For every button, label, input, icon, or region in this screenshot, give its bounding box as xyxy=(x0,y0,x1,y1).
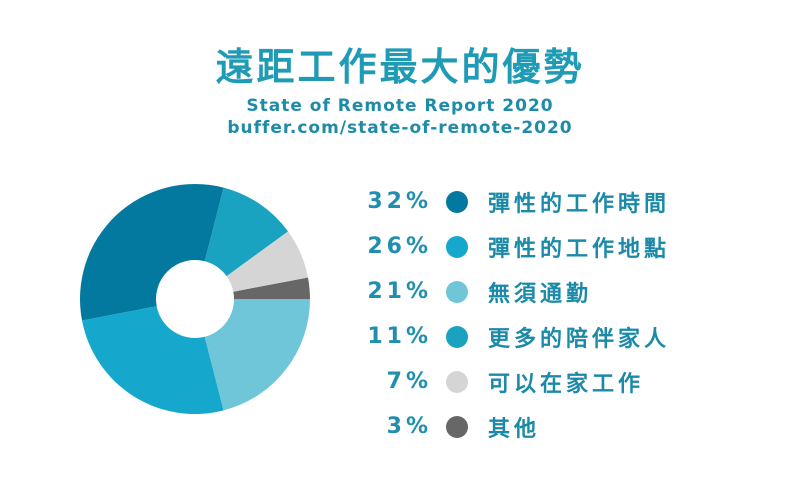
legend-label: 彈性的工作時間 xyxy=(488,191,671,217)
legend-swatch xyxy=(446,415,468,438)
donut-slice-6 xyxy=(233,277,310,299)
legend-percent: 32% xyxy=(367,189,432,214)
legend-swatch xyxy=(446,235,468,258)
source-line-url: buffer.com/state-of-remote-2020 xyxy=(227,118,573,138)
legend-label: 更多的陪伴家人 xyxy=(488,326,671,352)
donut-slice-5 xyxy=(226,231,308,292)
legend-swatch xyxy=(446,280,468,303)
donut-slice-2 xyxy=(82,306,224,414)
legend-percent: 21% xyxy=(367,279,432,304)
source-line-report: State of Remote Report 2020 xyxy=(246,96,554,116)
legend-item: 26% 彈性的工作地點 xyxy=(350,224,770,269)
donut-chart xyxy=(80,184,310,414)
legend-label: 其他 xyxy=(488,416,541,442)
legend-swatch xyxy=(446,370,468,393)
donut-slice-3 xyxy=(204,299,310,411)
legend-label: 彈性的工作地點 xyxy=(488,236,671,262)
legend-item: 21% 無須通勤 xyxy=(350,269,770,314)
chart-legend: 32% 彈性的工作時間 26% 彈性的工作地點 21% 無須通勤 11% 更多的陪伴家人 7% 可… xyxy=(350,179,770,449)
legend-item: 7% 可以在家工作 xyxy=(350,359,770,404)
legend-item: 32% 彈性的工作時間 xyxy=(350,179,770,224)
legend-percent: 7% xyxy=(386,369,432,394)
donut-slice-4 xyxy=(204,187,289,277)
donut-slice-1 xyxy=(80,184,224,321)
legend-swatch xyxy=(446,325,468,348)
legend-swatch xyxy=(446,190,468,213)
legend-label: 可以在家工作 xyxy=(488,371,645,397)
chart-title: 遠距工作最大的優勢 xyxy=(215,45,585,89)
legend-percent: 26% xyxy=(367,234,432,259)
legend-item: 11% 更多的陪伴家人 xyxy=(350,314,770,359)
legend-item: 3% 其他 xyxy=(350,404,770,449)
legend-percent: 3% xyxy=(386,414,432,439)
legend-percent: 11% xyxy=(367,324,432,349)
legend-label: 無須通勤 xyxy=(488,281,593,307)
